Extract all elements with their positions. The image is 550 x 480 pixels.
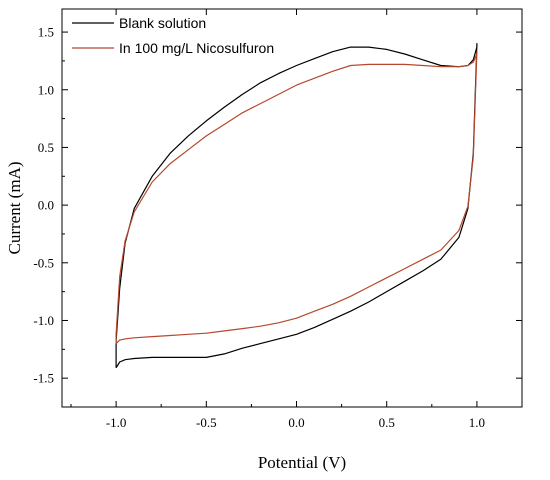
legend-label-blank: Blank solution (119, 15, 206, 31)
y-tick-label: 1.0 (38, 82, 54, 97)
x-tick-label: -1.0 (106, 415, 127, 430)
x-axis-title: Potential (V) (258, 453, 346, 472)
axes: -1.0 -0.5 0.0 0.5 1.0 -1.5 -1.0 -0.5 0.0 0.5 1.0 1.… (33, 9, 523, 430)
series-lines (115, 42, 478, 369)
x-tick-label: 1.0 (469, 415, 485, 430)
x-tick-label: 0.0 (288, 415, 304, 430)
y-tick-label: 1.5 (38, 25, 54, 40)
x-tick-label: 0.5 (379, 415, 395, 430)
x-tick-label: -0.5 (196, 415, 217, 430)
y-axis-title: Current (mA) (5, 161, 24, 254)
legend-label-nicosulfuron: In 100 mg/L Nicosulfuron (119, 40, 274, 56)
y-tick-label: -1.5 (33, 371, 54, 386)
legend: Blank solution In 100 mg/L Nicosulfuron (72, 15, 274, 56)
series-blank-solution (115, 42, 478, 369)
y-tick-label: 0.0 (38, 198, 54, 213)
plot-frame (61, 8, 523, 408)
y-tick-label: -0.5 (33, 255, 54, 270)
series-nicosulfuron (115, 51, 478, 345)
y-tick-label: 0.5 (38, 140, 54, 155)
y-tick-label: -1.0 (33, 313, 54, 328)
